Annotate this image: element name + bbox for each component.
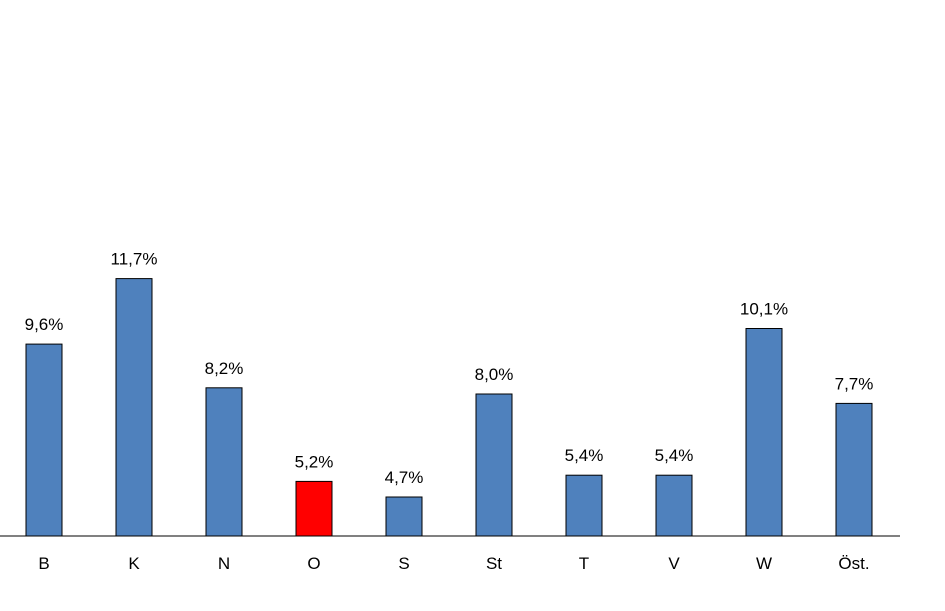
- x-tick-label-4: S: [398, 554, 409, 573]
- x-tick-label-7: V: [668, 554, 680, 573]
- x-tick-label-0: B: [38, 554, 49, 573]
- x-tick-label-3: O: [307, 554, 320, 573]
- data-label-8: 10,1%: [740, 300, 788, 319]
- bar-3: [295, 480, 333, 537]
- x-tick-label-2: N: [218, 554, 230, 573]
- data-label-1: 11,7%: [111, 250, 158, 269]
- x-tick-label-9: Öst.: [838, 554, 869, 573]
- bar-8: [745, 328, 783, 537]
- data-label-2: 8,2%: [205, 359, 244, 378]
- x-tick-label-6: T: [579, 554, 589, 573]
- bar-1: [115, 278, 153, 537]
- bar-9: [835, 402, 873, 537]
- data-label-group: 9,6% 11,7% 8,2% 5,2% 4,7% 8,0% 5,4% 5,4% 10,1% 7,…: [25, 250, 874, 487]
- bar-7: [655, 474, 693, 537]
- bar-5: [475, 393, 513, 537]
- bar-0: [25, 343, 63, 537]
- x-tick-label-group: B K N O S St T V W Öst.: [38, 554, 869, 573]
- data-label-6: 5,4%: [565, 446, 604, 465]
- bar-6: [565, 474, 603, 537]
- bar-2: [205, 387, 243, 537]
- bar-4: [385, 496, 423, 537]
- data-label-5: 8,0%: [475, 365, 514, 384]
- data-label-7: 5,4%: [655, 446, 694, 465]
- data-label-4: 4,7%: [385, 468, 424, 487]
- bar-group: [25, 278, 873, 537]
- data-label-3: 5,2%: [295, 452, 334, 471]
- data-label-0: 9,6%: [25, 315, 64, 334]
- x-tick-label-1: K: [128, 554, 140, 573]
- x-tick-label-5: St: [486, 554, 502, 573]
- data-label-9: 7,7%: [835, 374, 874, 393]
- x-tick-label-8: W: [756, 554, 772, 573]
